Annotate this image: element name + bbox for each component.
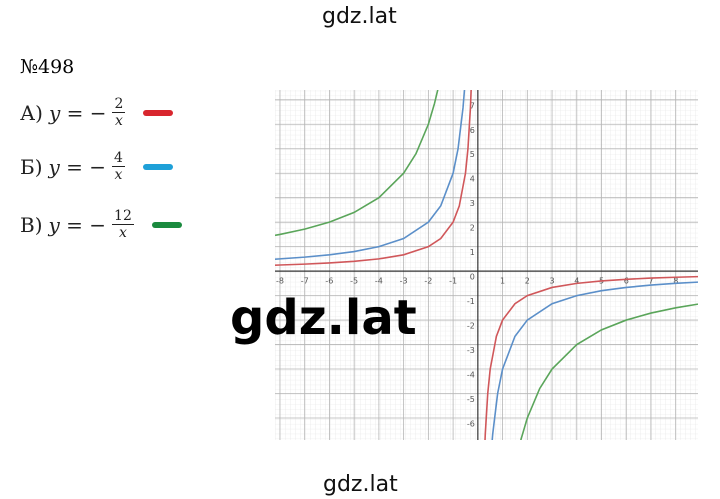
- y-tick-label: 2: [470, 224, 475, 233]
- x-tick-label: 8: [673, 277, 678, 286]
- y-tick-label: -6: [467, 419, 475, 428]
- x-tick-label: -4: [375, 277, 383, 286]
- formula: В) y = −12 x: [20, 208, 182, 241]
- x-tick-label: -3: [400, 277, 408, 286]
- y-tick-label: 4: [470, 175, 475, 184]
- y-tick-label: -5: [467, 395, 475, 404]
- y-tick-label: -1: [467, 297, 475, 306]
- curve: [275, 90, 698, 440]
- formula-label: А): [20, 100, 43, 125]
- watermark: gdz.lat: [230, 290, 417, 346]
- watermark: gdz.lat: [323, 472, 398, 497]
- swatch: [151, 221, 182, 228]
- x-tick-label: -5: [350, 277, 358, 286]
- problem-number: №498: [20, 56, 75, 78]
- x-tick-label: -1: [449, 277, 457, 286]
- curves: [275, 90, 698, 440]
- x-tick-label: -7: [301, 277, 309, 286]
- minor-grid: [275, 90, 698, 440]
- swatch: [142, 163, 173, 170]
- y-tick-label: 5: [470, 150, 475, 159]
- formula-label: Б): [20, 154, 43, 179]
- y-tick-label: -4: [467, 371, 475, 380]
- x-tick-label: 3: [550, 277, 555, 286]
- y-tick-label: 1: [470, 248, 475, 257]
- numerator: 2: [112, 96, 126, 113]
- y-tick-label: -3: [467, 346, 475, 355]
- denominator: x: [114, 113, 123, 129]
- numerator: 4: [112, 150, 125, 167]
- x-tick-label: 1: [500, 277, 505, 286]
- swatch: [143, 109, 174, 116]
- curve: [275, 90, 698, 440]
- x-tick-label: 4: [574, 277, 579, 286]
- formula-label: В): [20, 212, 43, 237]
- y-tick-label: 7: [470, 101, 475, 110]
- y-tick-label: 0: [470, 273, 475, 282]
- fraction: 12 x: [112, 208, 134, 241]
- x-tick-label: 7: [648, 277, 653, 286]
- formula: А) y = −2 x: [20, 96, 174, 129]
- y-tick-label: -2: [467, 322, 475, 331]
- x-tick-label: 6: [624, 277, 629, 286]
- formula-lhs: y = −: [48, 212, 107, 237]
- x-tick-label: -2: [424, 277, 432, 286]
- formula-lhs: y = −: [48, 154, 107, 179]
- x-tick-label: -8: [276, 277, 284, 286]
- x-tick-label: -6: [325, 277, 333, 286]
- curve: [275, 90, 698, 440]
- denominator: x: [118, 225, 127, 241]
- watermark: gdz.lat: [322, 4, 397, 29]
- y-tick-label: 6: [470, 126, 475, 135]
- formula-lhs: y = −: [48, 100, 107, 125]
- formula: Б) y = −4 x: [20, 150, 173, 183]
- y-tick-label: 3: [470, 199, 475, 208]
- denominator: x: [114, 167, 123, 183]
- x-tick-label: 2: [525, 277, 530, 286]
- numerator: 12: [112, 208, 134, 225]
